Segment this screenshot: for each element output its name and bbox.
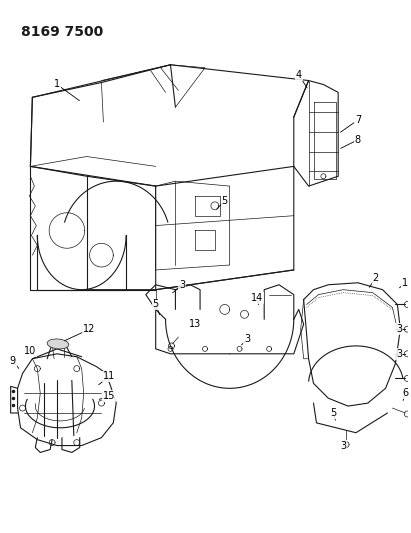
Polygon shape: [404, 326, 410, 332]
Polygon shape: [267, 346, 272, 351]
Polygon shape: [168, 346, 173, 351]
Text: 3: 3: [179, 280, 185, 290]
Text: 3: 3: [396, 349, 402, 359]
Text: 2: 2: [372, 273, 379, 283]
Text: 1: 1: [402, 278, 408, 288]
Text: 14: 14: [251, 293, 263, 303]
Text: 5: 5: [222, 196, 228, 206]
Polygon shape: [20, 405, 25, 411]
Polygon shape: [169, 343, 174, 349]
Text: 11: 11: [103, 372, 115, 382]
Text: 7: 7: [355, 115, 361, 125]
Polygon shape: [74, 366, 80, 372]
Text: 3: 3: [245, 334, 250, 344]
Text: 10: 10: [24, 346, 37, 356]
Polygon shape: [211, 202, 219, 210]
Polygon shape: [343, 442, 349, 448]
Polygon shape: [404, 411, 410, 417]
Polygon shape: [49, 440, 55, 446]
Polygon shape: [404, 351, 410, 357]
Polygon shape: [240, 310, 248, 318]
Polygon shape: [203, 346, 208, 351]
Polygon shape: [404, 376, 410, 382]
Text: 12: 12: [83, 324, 96, 334]
Polygon shape: [74, 440, 80, 446]
Text: 5: 5: [152, 300, 159, 310]
Polygon shape: [220, 304, 230, 314]
Text: 8: 8: [355, 135, 361, 145]
Text: 8169 7500: 8169 7500: [21, 25, 103, 39]
Text: 6: 6: [402, 388, 408, 398]
Polygon shape: [404, 302, 410, 308]
Text: 3: 3: [340, 441, 346, 450]
Polygon shape: [99, 400, 104, 406]
Polygon shape: [35, 366, 40, 372]
Text: 3: 3: [396, 324, 402, 334]
Polygon shape: [321, 174, 326, 179]
Text: 4: 4: [296, 70, 302, 79]
Text: 5: 5: [330, 408, 336, 418]
Text: 1: 1: [54, 79, 60, 90]
Text: 13: 13: [189, 319, 201, 329]
Text: 15: 15: [103, 391, 115, 401]
Polygon shape: [237, 346, 242, 351]
Ellipse shape: [47, 339, 69, 349]
Text: 9: 9: [9, 356, 16, 366]
